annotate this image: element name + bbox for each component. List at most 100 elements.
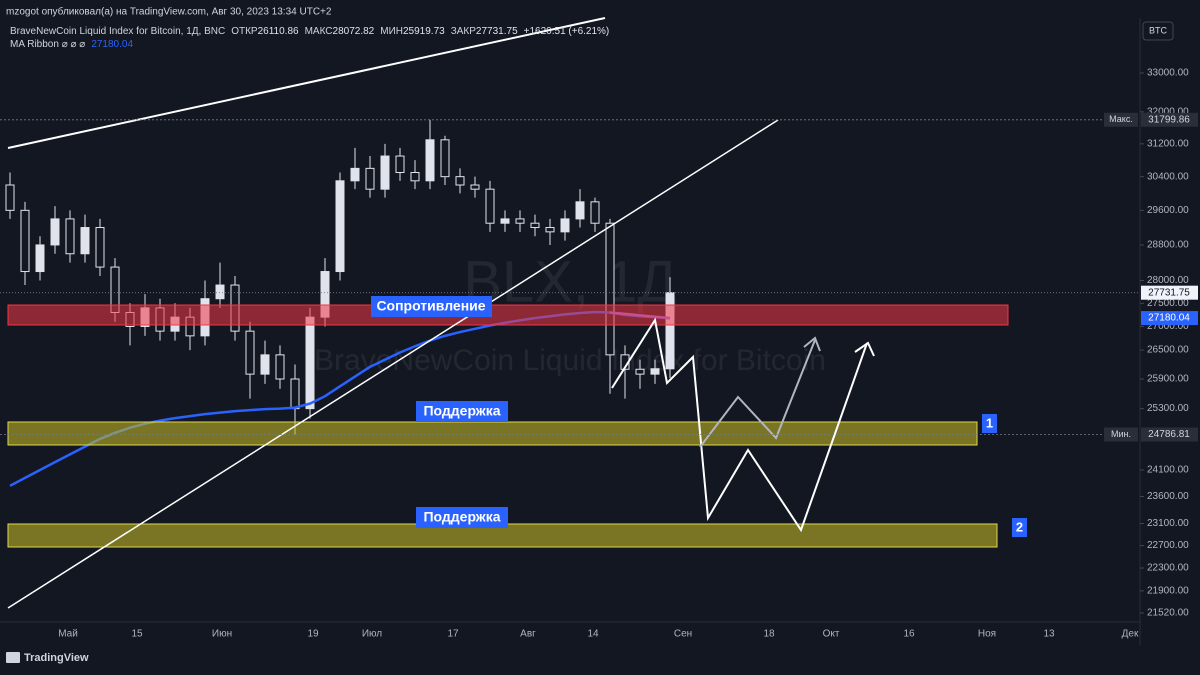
candle-body — [635, 368, 645, 375]
price-badge — [1141, 112, 1198, 127]
x-tick-label: 16 — [903, 629, 915, 640]
indicator: MA Ribbon ⌀ ⌀ ⌀ — [10, 39, 85, 50]
candle-body — [335, 180, 345, 273]
candle-body — [365, 167, 375, 190]
price-badge-value: 27180.04 — [1148, 313, 1190, 324]
y-tick-label: 22700.00 — [1147, 540, 1189, 551]
annotation: 2 — [1016, 519, 1023, 534]
arrow-head — [854, 341, 875, 357]
x-tick-label: 18 — [763, 629, 775, 640]
indicator-value: 27180.04 — [91, 39, 133, 50]
candle-body — [560, 218, 570, 233]
publisher: mzogot опубликовал(а) на TradingView.com… — [6, 6, 332, 18]
currency: BTC — [1149, 25, 1168, 35]
y-tick-label: 30400.00 — [1147, 171, 1189, 182]
candle-body — [350, 167, 360, 182]
x-tick-label: 17 — [447, 629, 459, 640]
y-tick-label: 22300.00 — [1147, 563, 1189, 574]
x-tick-label: Авг — [520, 629, 536, 640]
label-box — [416, 401, 508, 422]
ohlc-key: ОТКР — [231, 26, 258, 37]
candle-body — [80, 227, 90, 255]
x-tick-label: 13 — [1043, 629, 1055, 640]
y-tick-label: 21520.00 — [1147, 608, 1189, 619]
watermark-sub: BraveNewCoin Liquid Index for Bitcoin — [314, 344, 826, 377]
ohlc-key: МАКС — [305, 26, 333, 37]
y-tick-label: 24100.00 — [1147, 465, 1189, 476]
candle-body — [545, 227, 555, 233]
x-tick-label: 15 — [131, 629, 143, 640]
ohlc-value: 25919.73 — [403, 26, 445, 37]
price-badge — [1141, 311, 1198, 326]
candle-body — [65, 218, 75, 255]
projection-path — [611, 317, 868, 533]
arrow-head — [803, 336, 821, 352]
candle-body — [605, 222, 615, 356]
annotation: Поддержка — [423, 509, 500, 525]
annotation: Поддержка — [423, 403, 500, 419]
annotation: 1 — [986, 415, 993, 430]
x-tick-label: Июн — [212, 629, 232, 640]
x-tick-label: 19 — [307, 629, 319, 640]
candle-body — [530, 222, 540, 229]
price-badge-value: 31799.86 — [1148, 114, 1190, 125]
trend-line — [7, 17, 606, 149]
price-badge-label-box — [1104, 112, 1138, 127]
y-tick-label: 26500.00 — [1147, 345, 1189, 356]
footer-brand: TradingView — [24, 652, 89, 664]
candle-body — [590, 201, 600, 224]
y-tick-label: 23600.00 — [1147, 491, 1189, 502]
x-tick-label: Ноя — [978, 629, 996, 640]
x-tick-label: Дек — [1122, 629, 1139, 640]
price-badge-value: 24786.81 — [1148, 429, 1190, 440]
trend-line — [7, 119, 779, 609]
ohlc-value: 26110.86 — [258, 26, 299, 37]
price-badge-value: 27731.75 — [1148, 287, 1190, 298]
candle-body — [665, 292, 675, 370]
y-tick-label: 28000.00 — [1147, 275, 1189, 286]
y-tick-label: 23100.00 — [1147, 518, 1189, 529]
candle-body — [410, 172, 420, 182]
y-tick-label: 29600.00 — [1147, 205, 1189, 216]
label-box — [1012, 518, 1027, 537]
price-badge-label: Мин. — [1111, 429, 1131, 439]
candle-body — [380, 155, 390, 190]
indicator-legend: MA Ribbon ⌀ ⌀ ⌀ 27180.04 — [10, 39, 133, 50]
legend: BraveNewCoin Liquid Index for Bitcoin, 1… — [10, 26, 609, 37]
candle-body — [290, 378, 300, 410]
x-tick-label: Сен — [674, 629, 692, 640]
x-tick-label: Июл — [362, 629, 382, 640]
price-badge — [1141, 427, 1198, 442]
y-tick-label: 27000.00 — [1147, 321, 1189, 332]
candle-body — [5, 184, 15, 211]
price-badge-label: Макс. — [1109, 114, 1133, 124]
label-box — [416, 507, 508, 528]
candle-body — [275, 354, 285, 380]
candle-body — [440, 139, 450, 178]
ohlc-key: ЗАКР — [451, 26, 477, 37]
candle-body — [650, 368, 660, 375]
candle-body — [500, 218, 510, 224]
candle-body — [95, 227, 105, 268]
candle-body — [395, 155, 405, 174]
y-tick-label: 31200.00 — [1147, 138, 1189, 149]
x-tick-label: 14 — [587, 629, 599, 640]
candle-body — [575, 201, 585, 220]
ohlc-key: МИН — [380, 26, 403, 37]
currency-box — [1142, 21, 1174, 41]
candle-body — [425, 139, 435, 182]
candle-body — [35, 244, 45, 273]
price-badge — [1141, 285, 1198, 300]
candle-body — [485, 188, 495, 224]
y-tick-label: 21900.00 — [1147, 586, 1189, 597]
y-tick-label: 28800.00 — [1147, 240, 1189, 251]
candle-body — [50, 218, 60, 246]
y-tick-label: 33000.00 — [1147, 68, 1189, 79]
y-tick-label: 25900.00 — [1147, 374, 1189, 385]
logo — [6, 652, 20, 663]
y-tick-label: 32000.00 — [1147, 107, 1189, 118]
candle-body — [305, 316, 315, 410]
